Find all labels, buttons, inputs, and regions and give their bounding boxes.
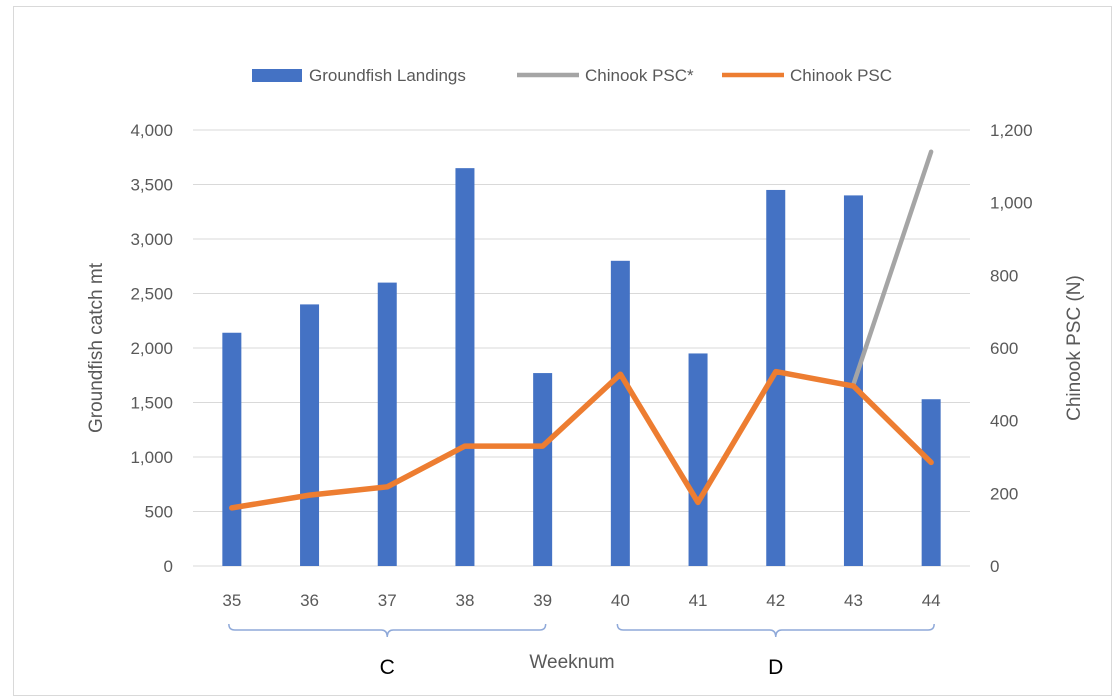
bar xyxy=(455,168,475,566)
legend-swatch xyxy=(252,69,302,82)
y2-tick-label: 1,200 xyxy=(990,121,1033,140)
series-line xyxy=(229,368,934,511)
x-tick-label: 35 xyxy=(222,591,241,610)
x-tick-label: 37 xyxy=(378,591,397,610)
bar xyxy=(688,353,708,566)
bar-series xyxy=(222,168,941,566)
y-tick-label: 3,000 xyxy=(130,230,173,249)
y-tick-label: 500 xyxy=(145,503,173,522)
bar xyxy=(610,260,630,566)
x-axis-title: Weeknum xyxy=(529,652,614,673)
y2-tick-label: 800 xyxy=(990,266,1018,285)
y-tick-label: 0 xyxy=(164,557,173,576)
y-tick-label: 2,500 xyxy=(130,285,173,304)
x-tick-label: 41 xyxy=(689,591,708,610)
x-tick-label: 44 xyxy=(922,591,941,610)
legend: Groundfish Landings Chinook PSC* Chinook P… xyxy=(252,66,892,85)
x-tick-label: 43 xyxy=(844,591,863,610)
right-axis-ticks: 0 200 400 600 800 1,000 1,200 xyxy=(990,121,1033,576)
y-tick-label: 4,000 xyxy=(130,121,173,140)
group-label: D xyxy=(768,656,783,679)
x-tick-label: 40 xyxy=(611,591,630,610)
x-axis-ticks: 35 36 37 38 39 40 41 42 43 44 xyxy=(222,591,940,610)
bar xyxy=(766,189,786,566)
line-series xyxy=(229,149,934,511)
chart-frame xyxy=(13,6,1112,696)
y2-tick-label: 200 xyxy=(990,484,1018,503)
group-bracket xyxy=(616,623,935,638)
y2-tick-label: 1,000 xyxy=(990,194,1033,213)
legend-entry: Chinook PSC xyxy=(790,66,892,85)
bar xyxy=(377,282,397,566)
y-axis-title: Groundfish catch mt xyxy=(86,262,107,433)
bar xyxy=(300,304,320,566)
legend-entry: Chinook PSC* xyxy=(585,66,694,85)
bar xyxy=(921,399,941,566)
group-label: C xyxy=(380,656,395,679)
y-tick-label: 1,500 xyxy=(130,394,173,413)
gridlines xyxy=(193,129,970,567)
y-tick-label: 1,000 xyxy=(130,448,173,467)
legend-entry: Groundfish Landings xyxy=(309,66,466,85)
y-tick-label: 3,500 xyxy=(130,176,173,195)
bar xyxy=(533,373,553,566)
y-tick-label: 2,000 xyxy=(130,339,173,358)
x-tick-label: 36 xyxy=(300,591,319,610)
y2-axis-title: Chinook PSC (N) xyxy=(1064,275,1085,421)
bar xyxy=(222,332,242,566)
y2-tick-label: 0 xyxy=(990,557,999,576)
y2-tick-label: 600 xyxy=(990,339,1018,358)
x-tick-label: 42 xyxy=(766,591,785,610)
y2-tick-label: 400 xyxy=(990,412,1018,431)
x-tick-label: 39 xyxy=(533,591,552,610)
group-bracket xyxy=(228,623,547,638)
left-axis-ticks: 0 500 1,000 1,500 2,000 2,500 3,000 3,500 4,000 xyxy=(130,121,173,576)
series-line xyxy=(851,149,934,387)
x-tick-label: 38 xyxy=(455,591,474,610)
